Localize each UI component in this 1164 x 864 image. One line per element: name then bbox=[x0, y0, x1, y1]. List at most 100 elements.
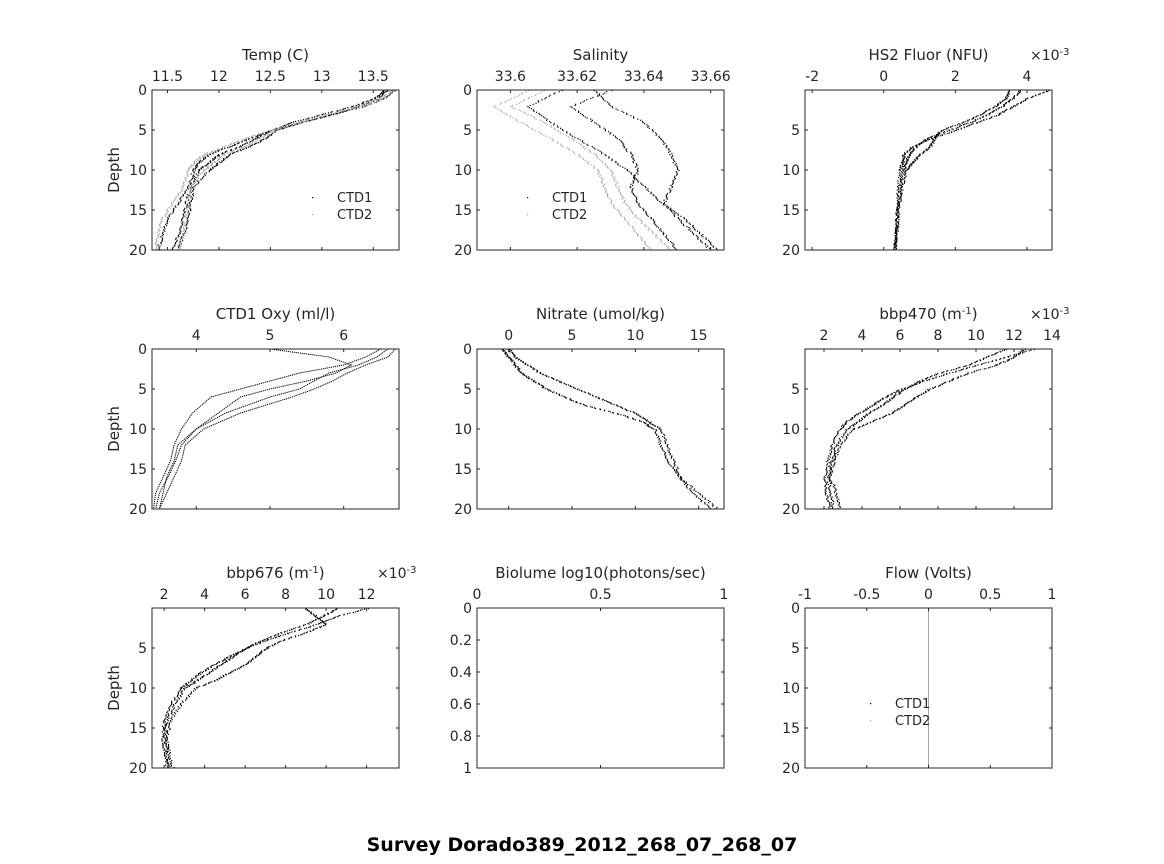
data-point bbox=[898, 393, 900, 395]
data-point bbox=[239, 146, 241, 148]
data-point bbox=[201, 178, 203, 180]
data-point bbox=[204, 158, 206, 160]
data-point bbox=[230, 654, 232, 657]
data-point bbox=[260, 135, 262, 137]
data-point bbox=[677, 168, 679, 171]
data-point bbox=[839, 447, 841, 449]
data-point bbox=[593, 166, 596, 168]
data-point bbox=[282, 634, 284, 636]
data-point bbox=[633, 411, 635, 414]
x-tick-label: 0.5 bbox=[979, 587, 1001, 603]
data-point bbox=[844, 423, 846, 426]
data-point bbox=[913, 149, 915, 151]
data-point bbox=[595, 154, 597, 156]
data-point bbox=[186, 697, 188, 699]
data-point bbox=[246, 142, 248, 144]
data-point bbox=[997, 351, 999, 354]
data-point bbox=[861, 425, 863, 427]
data-point bbox=[250, 136, 252, 138]
data-point bbox=[312, 621, 314, 623]
data-point bbox=[179, 689, 181, 691]
data-point bbox=[594, 407, 596, 410]
data-point bbox=[1039, 93, 1041, 95]
data-point bbox=[283, 127, 285, 129]
data-point bbox=[635, 196, 637, 198]
data-point bbox=[530, 115, 532, 117]
data-point bbox=[179, 228, 181, 230]
data-point bbox=[606, 101, 608, 103]
data-point bbox=[666, 459, 669, 462]
data-point bbox=[641, 237, 643, 239]
data-point bbox=[310, 612, 312, 614]
data-point bbox=[305, 632, 307, 634]
data-point bbox=[335, 111, 338, 113]
data-point bbox=[705, 237, 707, 239]
data-point bbox=[257, 142, 260, 144]
data-point bbox=[830, 445, 832, 447]
data-point bbox=[319, 626, 321, 628]
data-point bbox=[324, 614, 326, 617]
data-point bbox=[231, 152, 234, 155]
data-point bbox=[893, 244, 895, 246]
data-point bbox=[670, 189, 672, 191]
data-point bbox=[946, 127, 948, 129]
data-point bbox=[162, 747, 164, 749]
data-point bbox=[898, 184, 900, 187]
data-point bbox=[253, 143, 256, 145]
data-point bbox=[941, 383, 943, 386]
data-point bbox=[928, 379, 930, 381]
data-point bbox=[526, 125, 528, 127]
data-point bbox=[513, 354, 515, 356]
data-point bbox=[505, 351, 507, 354]
data-point bbox=[665, 195, 667, 197]
data-point bbox=[975, 361, 977, 363]
data-point bbox=[941, 130, 943, 132]
data-point bbox=[550, 390, 552, 392]
data-point bbox=[208, 162, 210, 164]
data-point bbox=[584, 116, 586, 118]
data-point bbox=[217, 159, 219, 161]
data-point bbox=[626, 168, 628, 171]
data-point bbox=[177, 192, 179, 195]
data-point bbox=[539, 373, 542, 375]
data-point bbox=[893, 243, 895, 245]
data-point bbox=[959, 123, 961, 125]
data-point bbox=[159, 245, 161, 247]
data-point bbox=[173, 199, 175, 201]
data-point bbox=[985, 111, 987, 113]
data-point bbox=[610, 198, 612, 200]
data-point bbox=[994, 365, 996, 367]
data-point bbox=[912, 399, 914, 401]
data-point bbox=[323, 616, 325, 618]
data-point bbox=[832, 456, 834, 458]
data-point bbox=[636, 179, 638, 181]
data-point bbox=[185, 178, 187, 180]
data-point bbox=[317, 117, 319, 119]
data-point bbox=[541, 386, 543, 388]
data-point bbox=[829, 490, 831, 492]
y-tick-label: 20 bbox=[129, 243, 147, 259]
y-tick-label: 5 bbox=[138, 123, 147, 139]
data-point bbox=[700, 501, 702, 503]
data-point bbox=[611, 106, 613, 108]
data-point bbox=[377, 96, 379, 98]
data-point bbox=[227, 155, 229, 157]
data-point bbox=[971, 371, 973, 374]
data-point bbox=[677, 467, 679, 470]
data-point bbox=[862, 411, 864, 413]
data-point bbox=[632, 188, 634, 190]
data-point bbox=[229, 659, 231, 661]
data-point bbox=[668, 151, 670, 153]
data-point bbox=[572, 139, 574, 141]
data-point bbox=[184, 191, 186, 193]
data-point bbox=[181, 196, 183, 198]
data-point bbox=[602, 98, 604, 100]
data-point bbox=[663, 202, 666, 204]
data-point bbox=[250, 660, 252, 662]
series-line-ctd1 bbox=[155, 349, 353, 509]
data-point bbox=[314, 118, 316, 120]
data-point bbox=[219, 149, 221, 151]
data-point bbox=[913, 162, 915, 164]
data-point bbox=[322, 621, 324, 623]
data-point bbox=[662, 204, 664, 206]
